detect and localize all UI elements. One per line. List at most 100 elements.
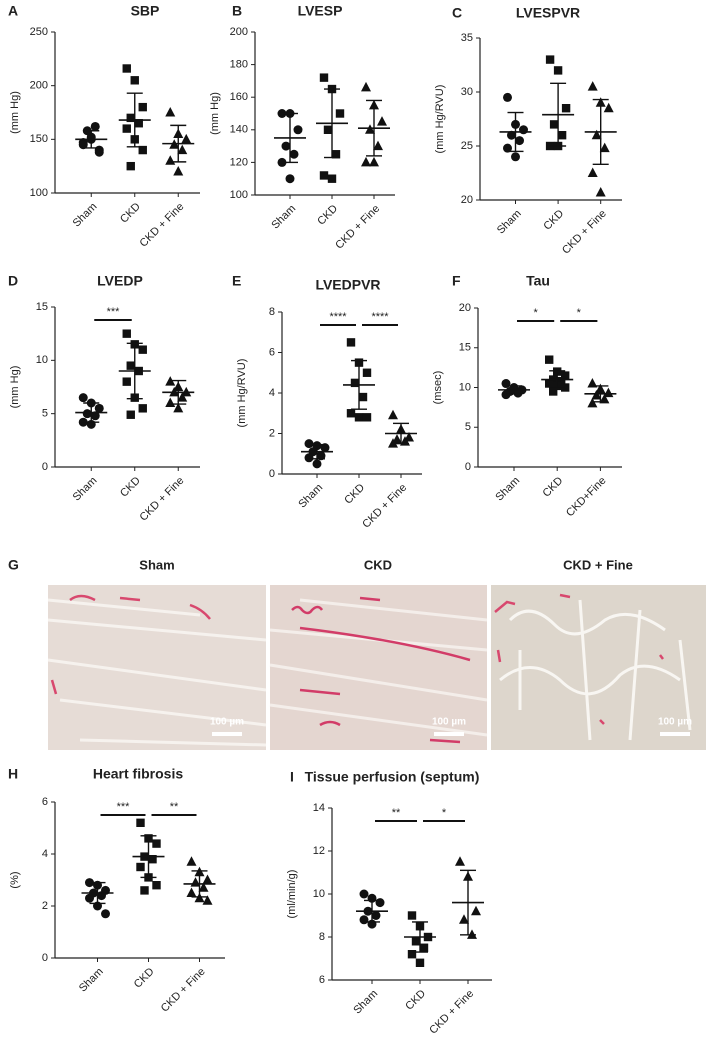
data-point	[122, 329, 131, 338]
y-tick-label: 35	[461, 32, 473, 44]
data-point	[545, 355, 554, 364]
data-point	[320, 443, 330, 453]
y-tick-label: 6	[269, 346, 275, 358]
image-label: Sham	[139, 557, 174, 572]
chart-title: Tau	[526, 273, 550, 289]
data-point	[126, 361, 135, 370]
panel-letter: E	[232, 273, 241, 289]
data-point	[557, 376, 566, 386]
y-tick-label: 250	[30, 26, 48, 38]
y-axis-label: (mm Hg)	[209, 92, 221, 135]
y-axis-label: (mm Hg)	[9, 366, 21, 409]
data-point	[515, 136, 524, 146]
y-tick-label: 14	[313, 802, 325, 814]
data-point	[90, 411, 100, 421]
y-tick-label: 5	[42, 408, 48, 420]
y-tick-label: 0	[269, 468, 275, 480]
data-point	[503, 143, 512, 153]
data-point	[375, 898, 385, 908]
data-point	[362, 368, 372, 377]
panel-letter: C	[452, 5, 462, 21]
panel-letter: D	[8, 273, 18, 289]
data-point	[94, 147, 104, 157]
y-axis-label: (msec)	[432, 371, 444, 405]
data-point	[545, 55, 555, 64]
data-point	[407, 950, 417, 959]
y-tick-label: 10	[459, 381, 471, 393]
y-axis-label: (%)	[9, 871, 21, 888]
data-point	[361, 156, 371, 167]
y-tick-label: 20	[461, 194, 473, 206]
histology-image: 100 µm	[491, 585, 706, 750]
data-point	[202, 895, 213, 905]
data-point	[359, 915, 369, 925]
data-point	[140, 886, 149, 895]
data-point	[304, 453, 314, 463]
data-point	[130, 76, 139, 85]
y-tick-label: 10	[36, 354, 48, 366]
data-point	[362, 413, 372, 422]
y-tick-label: 4	[269, 387, 275, 399]
data-point	[335, 109, 345, 118]
scale-bar-label: 100 µm	[210, 717, 244, 728]
data-point	[316, 451, 326, 461]
data-point	[388, 409, 398, 420]
panel-letter: B	[232, 3, 242, 19]
data-point	[371, 911, 381, 920]
y-tick-label: 8	[319, 931, 325, 943]
y-tick-label: 2	[269, 427, 275, 439]
y-tick-label: 100	[230, 189, 248, 201]
y-tick-label: 160	[230, 91, 248, 103]
chart-title: LVESP	[298, 3, 343, 19]
data-point	[122, 124, 131, 133]
significance-label: **	[392, 807, 401, 819]
y-tick-label: 120	[230, 156, 248, 168]
data-point	[373, 140, 383, 151]
significance-label: *	[577, 307, 582, 319]
data-point	[415, 958, 425, 967]
data-point	[507, 130, 516, 140]
panel-letter: A	[8, 3, 18, 19]
scale-bar-label: 100 µm	[432, 717, 466, 728]
data-point	[346, 338, 356, 347]
data-point	[599, 142, 610, 153]
data-point	[136, 862, 145, 872]
y-tick-label: 200	[30, 80, 48, 92]
y-tick-label: 0	[465, 461, 471, 473]
data-point	[549, 120, 559, 129]
data-point	[561, 104, 571, 113]
panel-letter: H	[8, 766, 18, 782]
y-tick-label: 4	[42, 848, 48, 860]
data-point	[173, 402, 184, 413]
y-tick-label: 150	[30, 133, 48, 145]
panel-letter: I	[290, 769, 294, 785]
y-tick-label: 6	[319, 974, 325, 986]
histology-image: 100 µm	[269, 585, 488, 750]
data-point	[78, 393, 88, 403]
y-tick-label: 180	[230, 59, 248, 71]
chart-title: Tissue perfusion (septum)	[305, 769, 480, 785]
data-point	[331, 150, 341, 159]
data-point	[186, 856, 197, 866]
data-point	[90, 121, 100, 131]
data-point	[138, 345, 147, 354]
data-point	[591, 129, 602, 140]
data-point	[94, 403, 104, 413]
y-tick-label: 140	[230, 124, 248, 136]
data-point	[377, 116, 387, 126]
data-point	[561, 371, 570, 380]
y-tick-label: 15	[459, 342, 471, 354]
data-point	[138, 102, 147, 112]
data-point	[85, 893, 94, 903]
y-tick-label: 0	[42, 461, 48, 473]
data-point	[587, 81, 598, 91]
data-point	[134, 119, 143, 128]
data-point	[471, 905, 481, 916]
data-point	[419, 943, 429, 952]
data-point	[603, 387, 614, 398]
significance-label: ****	[371, 311, 389, 323]
data-point	[501, 379, 511, 389]
chart-title: LVEDPVR	[315, 277, 380, 293]
data-point	[138, 404, 147, 413]
